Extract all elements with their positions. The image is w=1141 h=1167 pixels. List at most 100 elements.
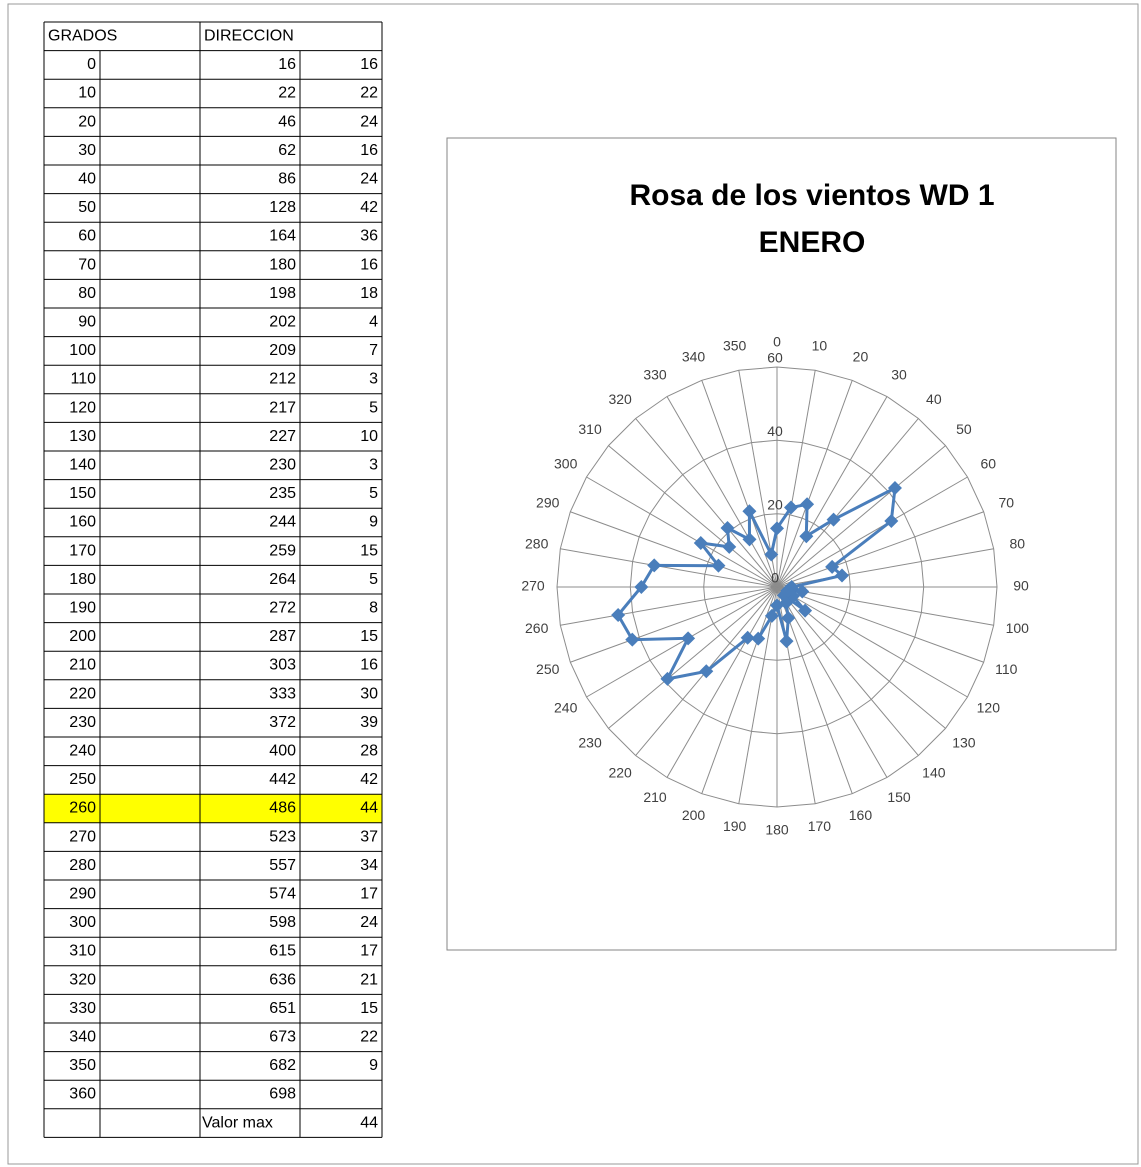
spoke [586,586,778,698]
cell: 259 [269,542,296,559]
category-label: 20 [853,348,869,364]
cell: 130 [69,428,96,445]
category-label: 270 [521,578,545,594]
cell: 3 [369,371,378,388]
cell: 24 [360,171,378,188]
category-label: 240 [554,700,578,716]
spoke [776,476,968,588]
cell: 303 [269,657,296,674]
category-label: 110 [995,661,1018,677]
marker [826,512,841,527]
cell: 198 [269,285,296,302]
cell: 300 [69,914,96,931]
spoke [776,511,984,588]
cell: 190 [69,600,96,617]
cell: 673 [269,1029,296,1046]
category-label: 100 [1006,620,1030,636]
cell: 400 [269,743,296,760]
marker [711,558,726,573]
cell: 180 [269,256,296,273]
spoke [776,418,919,588]
marker [660,671,675,686]
cell: 244 [269,514,296,531]
cell: 128 [269,199,296,216]
spoke [776,586,888,778]
cell: 4 [369,314,378,331]
spoke [608,445,778,588]
cell: 250 [69,771,96,788]
spoke [666,586,778,778]
cell: 330 [69,1000,96,1017]
category-label: 260 [525,620,549,636]
cell: 280 [69,857,96,874]
cell: 230 [69,714,96,731]
cell: 22 [278,85,296,102]
cell: 5 [369,399,378,416]
cell: 230 [269,457,296,474]
cell: 16 [360,56,378,73]
cell: 60 [78,228,96,245]
marker [834,568,849,583]
marker [681,631,696,646]
category-label: 290 [536,494,560,510]
cell: 21 [360,971,378,988]
cell: 90 [78,314,96,331]
marker [740,630,755,645]
cell: 180 [69,571,96,588]
marker [742,504,757,519]
y-tick-label: 40 [767,423,783,439]
cell: 598 [269,914,296,931]
spoke [586,476,778,588]
cell: 220 [69,685,96,702]
cell: 39 [360,714,378,731]
cell: 18 [360,285,378,302]
marker [781,611,796,626]
marker [884,514,899,528]
cell: 227 [269,428,296,445]
category-label: 0 [773,334,781,350]
marker [795,584,810,599]
spoke [666,396,778,588]
cell: 50 [78,199,96,216]
category-label: 230 [578,735,602,751]
marker [799,529,814,544]
spoke [701,586,778,794]
marker [625,632,640,647]
chart: Rosa de los vientos WD 1 ENERO 0 10 20 30 40 50… [521,179,1029,838]
spoke [776,380,853,588]
spoke [570,586,778,663]
spoke [776,396,888,588]
spoke [738,586,778,804]
cell: 37 [360,828,378,845]
cell: 333 [269,685,296,702]
spoke [776,370,816,588]
cell: 287 [269,628,296,645]
cell: 16 [360,657,378,674]
cell: 9 [369,1057,378,1074]
cell: 42 [360,199,378,216]
category-label: 320 [608,391,632,407]
cell: 486 [269,800,296,817]
spoke [701,380,778,588]
marker [751,631,766,646]
cell: 40 [78,171,96,188]
cell: 9 [369,514,378,531]
cell: 0 [87,56,96,73]
category-label: 170 [808,818,832,834]
cell: 5 [369,485,378,502]
category-label: 220 [608,765,632,781]
cell: 15 [360,1000,378,1017]
marker [825,559,840,574]
cell: 22 [360,85,378,102]
marker [779,634,794,649]
marker [770,521,784,536]
category-label: 340 [682,348,706,364]
cell: 3 [369,457,378,474]
cell: 372 [269,714,296,731]
marker [611,608,626,623]
cell: 16 [278,56,296,73]
category-label: 160 [849,807,873,823]
category-label: 50 [956,421,972,437]
cell: 30 [360,685,378,702]
marker [784,500,799,515]
